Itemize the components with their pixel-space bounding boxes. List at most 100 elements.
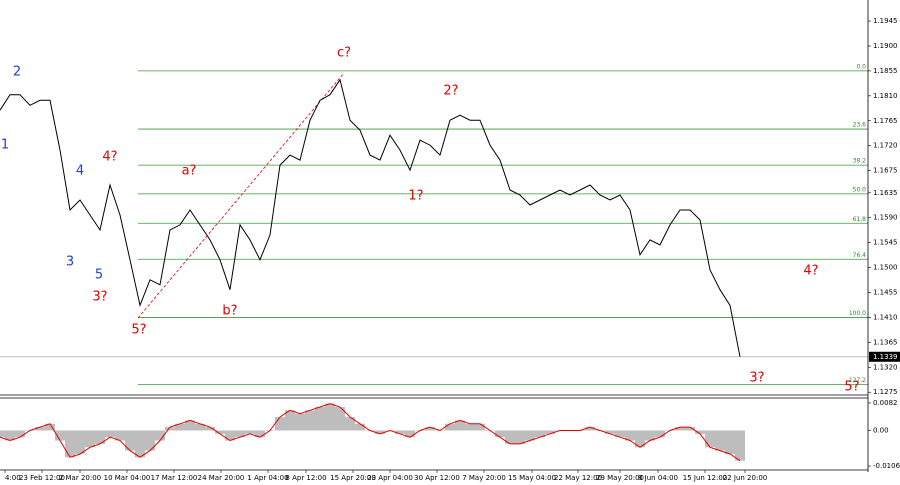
indicator-bar xyxy=(185,420,195,431)
x-tick-label: 4:00 xyxy=(5,474,21,482)
x-tick-label: 22 May 12:00 xyxy=(554,474,602,482)
y-tick-label: -0.0106 xyxy=(873,462,900,470)
x-tick-label: 30 Apr 12:00 xyxy=(414,474,460,482)
wave-label: 4? xyxy=(803,264,818,279)
indicator-bar xyxy=(425,427,435,431)
fib-label: 23.6 xyxy=(853,122,867,129)
indicator-bar xyxy=(645,430,655,441)
y-tick-label: 1.1500 xyxy=(873,264,898,272)
wave-label: 3? xyxy=(92,290,107,305)
y-tick-label: 1.1320 xyxy=(873,363,898,371)
indicator-bar xyxy=(55,430,65,441)
x-tick-label: 23 Apr 04:00 xyxy=(367,474,413,482)
indicator-bar xyxy=(35,427,45,431)
current-price-box xyxy=(869,351,900,362)
indicator-bar xyxy=(225,430,235,441)
indicator-bar xyxy=(195,423,205,431)
y-tick-label: 1.1720 xyxy=(873,142,898,150)
indicator-bar xyxy=(75,430,85,454)
indicator-bar xyxy=(725,430,735,454)
indicator-bar xyxy=(215,430,225,434)
indicator-bar xyxy=(85,430,95,448)
indicator-bar xyxy=(605,430,615,434)
x-tick-label: 22 Jun 20:00 xyxy=(723,474,767,482)
indicator-bar xyxy=(255,430,265,438)
wave-label: 3 xyxy=(66,255,74,270)
indicator-bar xyxy=(0,430,5,438)
indicator-bar xyxy=(275,417,285,431)
indicator-bar xyxy=(245,430,255,434)
indicator-bar xyxy=(735,430,745,461)
x-tick-label: 8 Apr 12:00 xyxy=(285,474,326,482)
indicator-bar xyxy=(95,430,105,444)
indicator-bar xyxy=(135,430,145,458)
y-tick-label: 1.1900 xyxy=(873,42,898,50)
wave-labels: 1 2 3 4 5 3? 4? 5? a? b? c? 1? 2? 3? 4? … xyxy=(1,46,860,395)
indicator-bar xyxy=(635,430,645,448)
fib-label: 50.0 xyxy=(853,186,867,193)
wave-label: 1? xyxy=(408,189,423,204)
indicator-bar xyxy=(355,423,365,431)
indicator-bar xyxy=(545,430,555,434)
indicator-bar xyxy=(105,430,115,438)
indicator-bar xyxy=(405,430,415,438)
fib-label: 38.2 xyxy=(853,158,867,165)
wave-label: b? xyxy=(222,304,237,319)
indicator-bar xyxy=(305,410,315,431)
x-tick-label: 15 May 04:00 xyxy=(508,474,556,482)
x-tick-label: 1 Apr 04:00 xyxy=(247,474,288,482)
wave-label: 4 xyxy=(76,164,84,179)
indicator-bar xyxy=(655,430,665,438)
y-tick-label: 1.1635 xyxy=(873,189,898,197)
x-tick-label: 24 Mar 20:00 xyxy=(198,474,245,482)
indicator-bar xyxy=(375,430,385,434)
y-tick-label: 1.1855 xyxy=(873,67,898,75)
y-tick-label: 1.1675 xyxy=(873,167,898,175)
x-tick-label: 23 Feb 12:00 xyxy=(19,474,65,482)
indicator-bar xyxy=(395,430,405,434)
indicator-bar xyxy=(535,430,545,438)
y-tick-label: 0.00 xyxy=(873,426,889,434)
indicator-bar xyxy=(515,430,525,444)
indicator-bar xyxy=(445,423,455,431)
indicator-bar xyxy=(5,430,15,441)
indicator-bar xyxy=(495,430,505,438)
x-tick-label: 7 May 20:00 xyxy=(462,474,506,482)
x-tick-label: 15 Jun 12:00 xyxy=(683,474,727,482)
wave-label: a? xyxy=(182,164,197,179)
wave-label: 2 xyxy=(13,65,21,80)
indicator-bar xyxy=(295,413,305,431)
wave-label: c? xyxy=(337,46,351,61)
trend-line xyxy=(137,72,345,319)
wave-label: 5 xyxy=(95,268,103,283)
y-tick-label: 1.1275 xyxy=(873,388,898,396)
wave-label: 5? xyxy=(131,323,146,338)
indicator-bar xyxy=(165,427,175,431)
x-tick-label: 17 Mar 12:00 xyxy=(151,474,198,482)
y-tick-label: 1.1810 xyxy=(873,92,898,100)
indicator-bar xyxy=(505,430,515,444)
wave-label: 1 xyxy=(1,138,9,153)
indicator-bar xyxy=(65,430,75,458)
indicator-bar xyxy=(155,430,165,441)
y-tick-label: 1.1455 xyxy=(873,289,898,297)
price-line xyxy=(0,78,741,357)
x-tick-label: 15 Apr 20:00 xyxy=(330,474,376,482)
y-tick-label: 1.1945 xyxy=(873,17,898,25)
y-tick-label: 1.1365 xyxy=(873,338,898,346)
fib-label: 61.8 xyxy=(853,216,867,223)
indicator-bar xyxy=(145,430,155,451)
current-price-label: 1.1339 xyxy=(873,353,898,361)
indicator-bar xyxy=(315,406,325,431)
indicator-bar xyxy=(615,430,625,438)
indicator-bar xyxy=(715,430,725,451)
indicator-bar xyxy=(345,417,355,431)
fib-label: 100.0 xyxy=(849,310,866,317)
wave-label: 2? xyxy=(443,84,458,99)
indicator-bar xyxy=(475,423,485,431)
indicator-bar xyxy=(15,430,25,438)
indicator-bar xyxy=(585,427,595,431)
y-tick-label: 1.1410 xyxy=(873,313,898,321)
x-tick-label: 2 Mar 20:00 xyxy=(59,474,101,482)
